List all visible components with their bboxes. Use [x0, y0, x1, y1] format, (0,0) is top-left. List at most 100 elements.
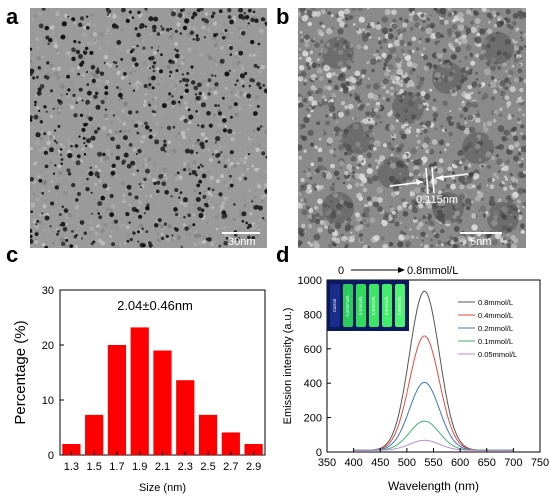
tem-b-noise	[339, 128, 343, 132]
tem-b-noise	[428, 149, 435, 155]
scalebar-label-b: 5nm	[470, 236, 492, 248]
tem-b-noise	[307, 90, 313, 97]
tem-a-particle	[244, 72, 248, 75]
tem-a-particle	[85, 70, 89, 74]
tem-b-noise	[374, 159, 378, 162]
tem-a-noise	[240, 120, 244, 123]
tem-a-noise	[141, 231, 143, 234]
tem-a-noise	[219, 145, 223, 149]
tem-a-particle	[55, 141, 58, 144]
tem-b-noise	[519, 63, 522, 66]
tem-a-noise	[237, 36, 241, 39]
tem-b-noise	[415, 47, 420, 51]
tem-a-particle	[116, 86, 119, 89]
tem-b-noise	[435, 244, 439, 247]
tem-a-particle	[134, 27, 138, 31]
tem-a-particle	[175, 212, 179, 217]
vial-label: 0.05mmol/L	[345, 294, 350, 317]
tem-b-noise	[369, 36, 372, 39]
tem-a-noise	[239, 63, 243, 67]
tem-a-noise	[154, 96, 158, 100]
tem-a-noise	[213, 40, 216, 42]
tem-b-noise	[475, 53, 479, 58]
tem-b-noise	[440, 34, 444, 38]
tem-a-particle	[172, 125, 176, 129]
tem-b-noise	[307, 168, 311, 171]
tem-b-noise	[308, 224, 313, 229]
tem-a-particle	[44, 164, 49, 169]
tem-b-noise	[474, 143, 481, 150]
tem-b-noise	[512, 237, 519, 244]
tem-b-noise	[390, 160, 393, 163]
tem-b-noise	[506, 131, 511, 135]
tem-b-noise	[487, 177, 493, 183]
tem-a-particle	[204, 202, 209, 207]
tem-a-particle	[262, 217, 265, 220]
tem-a-particle	[171, 100, 177, 105]
tem-a-noise	[182, 135, 187, 140]
tem-b-noise	[508, 210, 512, 214]
tem-b-noise	[411, 67, 416, 72]
tem-a-particle	[103, 61, 106, 64]
tem-b-noise	[506, 101, 512, 107]
tem-b-noise	[422, 215, 427, 220]
tem-b-noise	[378, 40, 383, 45]
tem-a-particle	[152, 28, 157, 33]
tem-b-noise	[411, 207, 418, 214]
tem-b-noise	[338, 196, 344, 201]
scalebar-label-a: 30nm	[228, 236, 256, 248]
tem-a-particle	[224, 29, 228, 32]
tem-a-noise	[72, 100, 77, 105]
tem-b-noise	[404, 121, 409, 127]
tem-b-noise	[302, 50, 309, 57]
tem-a-particle	[211, 188, 215, 192]
tem-b-noise	[502, 237, 506, 241]
tem-a-noise	[74, 245, 79, 248]
tem-a-particle	[130, 160, 136, 166]
tem-a-noise	[251, 164, 255, 168]
tem-a-noise	[193, 188, 197, 193]
tem-a-noise	[207, 199, 210, 202]
tem-b-noise	[359, 220, 364, 225]
tem-a-noise	[39, 137, 43, 141]
tem-b-noise	[469, 52, 473, 56]
tem-a-particle	[132, 89, 135, 92]
tem-a-particle	[86, 138, 91, 144]
tem-b-noise	[342, 16, 345, 19]
tem-a-particle	[62, 226, 68, 232]
tem-a-particle	[129, 237, 133, 242]
tem-a-noise	[129, 71, 133, 75]
tem-b-noise	[331, 182, 335, 186]
tem-a-particle	[205, 19, 209, 24]
tem-a-particle	[45, 35, 50, 40]
x-tick-label: 650	[478, 457, 496, 469]
tem-a-noise	[260, 199, 265, 203]
tem-b-noise	[457, 24, 465, 31]
tem-a-particle	[115, 144, 121, 150]
tem-a-particle	[121, 8, 126, 13]
histogram-bar	[62, 444, 81, 455]
tem-a-particle	[128, 10, 132, 14]
tem-b-noise	[430, 244, 434, 248]
tem-b-noise	[350, 8, 357, 12]
tem-b-noise	[409, 191, 415, 197]
tem-b-noise	[428, 225, 434, 231]
tem-b-noise	[300, 31, 303, 34]
tem-a-noise	[152, 98, 155, 101]
tem-b-noise	[481, 49, 486, 54]
tem-b-noise	[425, 37, 431, 43]
tem-b-noise	[300, 198, 304, 203]
tem-b-noise	[378, 37, 381, 40]
tem-a-noise	[49, 114, 53, 118]
tem-b-noise	[307, 66, 311, 70]
tem-a-noise	[39, 213, 43, 217]
tem-a-particle	[247, 22, 250, 25]
tem-b-noise	[479, 28, 486, 35]
tem-b-noise	[393, 54, 396, 57]
tem-b-noise	[298, 240, 301, 243]
tem-b-noise	[310, 91, 314, 95]
tem-b-noise	[499, 211, 504, 215]
tem-a-noise	[219, 209, 222, 212]
tem-b-noise	[453, 86, 457, 91]
tem-b-noise	[343, 200, 349, 206]
